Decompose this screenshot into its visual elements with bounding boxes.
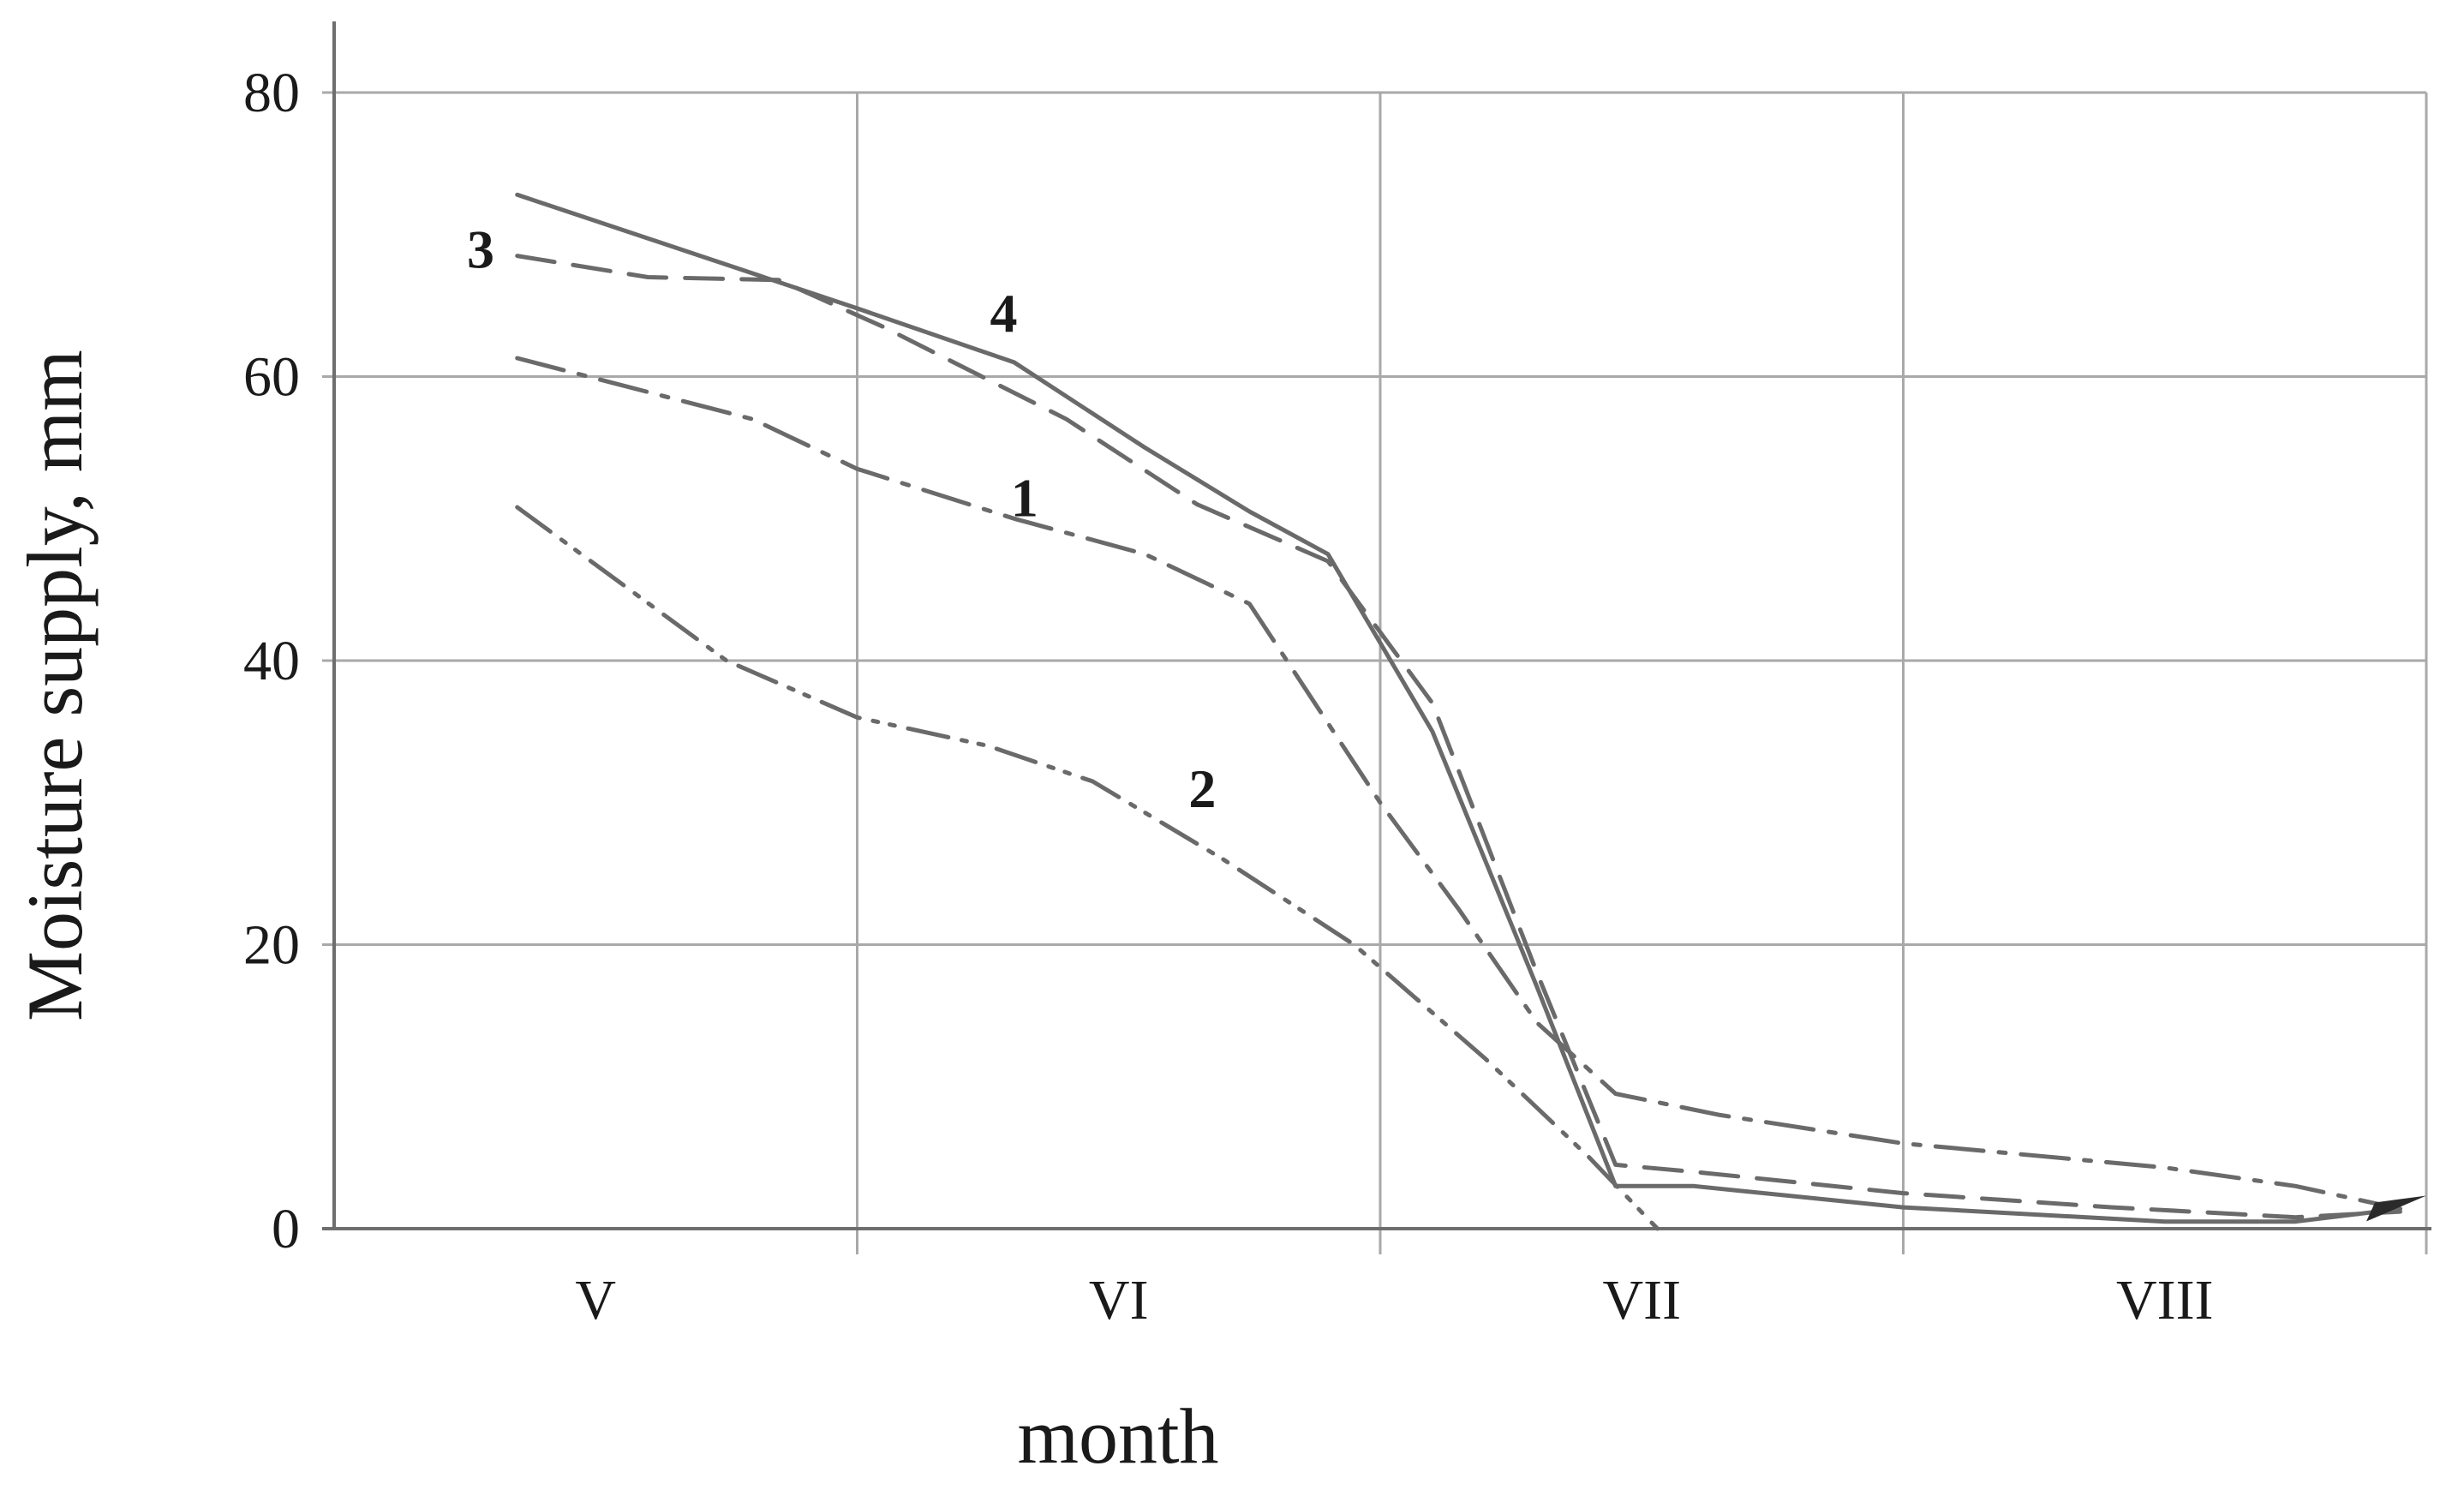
x-tick-label: VIII	[2116, 1269, 2214, 1331]
axes	[322, 21, 2431, 1230]
y-tick-label: 80	[243, 62, 300, 124]
x-tick-label: VI	[1089, 1269, 1149, 1331]
series-label-3: 3	[467, 218, 494, 279]
x-tick-label: VII	[1602, 1269, 1681, 1331]
series-line-2	[515, 505, 1660, 1231]
y-axis-title: Moisture supply, mm	[11, 350, 99, 1021]
x-tick-label: V	[575, 1269, 616, 1331]
y-tick-label: 40	[243, 630, 300, 692]
y-tick-label: 60	[243, 346, 300, 409]
y-tick-label: 0	[272, 1198, 300, 1260]
series-layer	[515, 192, 2426, 1231]
series-label-4: 4	[990, 283, 1017, 344]
series-end-marker	[2366, 1195, 2426, 1222]
y-tick-label: 20	[243, 914, 300, 977]
series-labels: 1 2 3 4	[467, 218, 1216, 819]
series-label-1: 1	[1011, 467, 1038, 528]
series-line-1	[515, 356, 2402, 1212]
tick-labels: 0 20 40 60 80 V VI VII VIII	[243, 62, 2214, 1331]
x-axis-title: month	[1017, 1392, 1218, 1480]
grid	[322, 91, 2428, 1254]
series-line-4	[515, 192, 2402, 1224]
series-label-2: 2	[1188, 758, 1216, 819]
